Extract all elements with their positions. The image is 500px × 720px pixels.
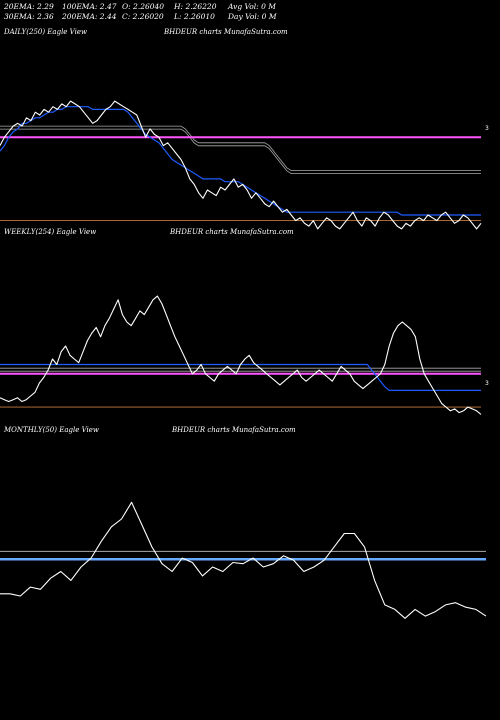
weekly-panel-label: WEEKLY(254) Eagle View	[4, 228, 97, 236]
daily-ema-short-line	[0, 106, 481, 216]
monthly-price-line	[0, 501, 487, 619]
ema30-label: 30EMA: 2.36	[4, 12, 54, 21]
day-vol-label: Day Vol: 0 M	[228, 12, 277, 21]
monthly-chart	[0, 501, 487, 619]
daily-panel-label: DAILY(250) Eagle View	[4, 28, 87, 36]
open-label: O: 2.26040	[122, 2, 165, 11]
monthly-panel-label: MONTHLY(50) Eagle View	[4, 426, 99, 434]
daily-panel-watermark: BHDEUR charts MunafaSutra.com	[164, 28, 288, 36]
daily-axis-tick: 3	[485, 125, 489, 132]
ema100-label: 100EMA: 2.47	[62, 2, 117, 11]
low-label: L: 2.26010	[174, 12, 215, 21]
avg-vol-label: Avg Vol: 0 M	[228, 2, 276, 11]
daily-chart: 3	[0, 100, 489, 230]
weekly-price-line	[0, 295, 482, 415]
ema200-label: 200EMA: 2.44	[62, 12, 117, 21]
high-label: H: 2.26220	[174, 2, 217, 11]
ema20-label: 20EMA: 2.29	[4, 2, 54, 11]
monthly-panel-watermark: BHDEUR charts MunafaSutra.com	[172, 426, 296, 434]
weekly-chart: 3	[0, 295, 489, 415]
weekly-panel-watermark: BHDEUR charts MunafaSutra.com	[170, 228, 294, 236]
daily-ema-long-line	[0, 125, 481, 172]
daily-price-line	[0, 100, 482, 230]
weekly-axis-tick: 3	[485, 380, 489, 387]
header-stats: 20EMA: 2.29 30EMA: 2.36 100EMA: 2.47 200…	[0, 0, 500, 24]
daily-ema-long-line-shadow	[0, 128, 481, 175]
close-label: C: 2.26020	[122, 12, 164, 21]
